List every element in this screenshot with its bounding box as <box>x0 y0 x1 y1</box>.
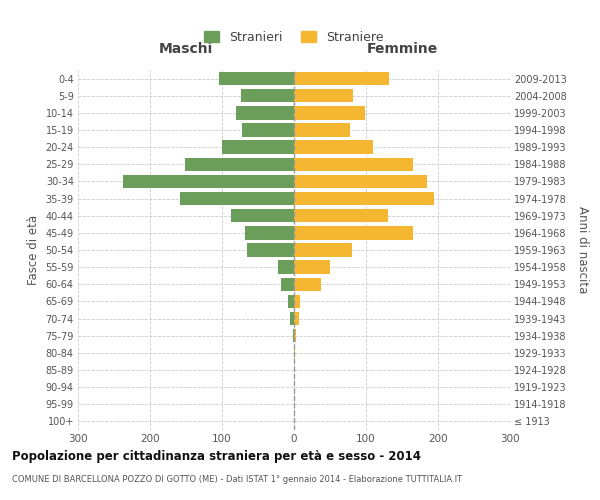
Bar <box>294 260 330 274</box>
Bar <box>294 158 413 171</box>
Y-axis label: Anni di nascita: Anni di nascita <box>576 206 589 294</box>
Bar <box>122 174 294 188</box>
Bar <box>294 124 350 136</box>
Bar <box>236 106 294 120</box>
Bar <box>294 244 352 256</box>
Bar <box>294 89 353 102</box>
Bar <box>288 294 294 308</box>
Text: Maschi: Maschi <box>159 42 213 56</box>
Bar <box>222 140 294 154</box>
Bar <box>293 329 294 342</box>
Text: Popolazione per cittadinanza straniera per età e sesso - 2014: Popolazione per cittadinanza straniera p… <box>12 450 421 463</box>
Bar <box>219 72 294 86</box>
Text: COMUNE DI BARCELLONA POZZO DI GOTTO (ME) - Dati ISTAT 1° gennaio 2014 - Elaboraz: COMUNE DI BARCELLONA POZZO DI GOTTO (ME)… <box>12 475 462 484</box>
Bar <box>294 140 373 154</box>
Bar <box>281 278 294 291</box>
Bar <box>294 209 388 222</box>
Bar <box>180 192 294 205</box>
Y-axis label: Fasce di età: Fasce di età <box>27 215 40 285</box>
Bar <box>241 89 294 102</box>
Bar <box>290 312 294 326</box>
Bar <box>247 244 294 256</box>
Bar <box>294 174 427 188</box>
Bar <box>294 192 434 205</box>
Bar <box>294 226 413 239</box>
Bar <box>185 158 294 171</box>
Bar <box>294 106 365 120</box>
Bar <box>294 329 296 342</box>
Bar <box>230 209 294 222</box>
Bar <box>242 124 294 136</box>
Bar <box>294 346 295 360</box>
Text: Femmine: Femmine <box>367 42 437 56</box>
Bar <box>278 260 294 274</box>
Bar <box>294 294 300 308</box>
Bar <box>294 278 322 291</box>
Legend: Stranieri, Straniere: Stranieri, Straniere <box>199 26 389 49</box>
Bar <box>294 312 299 326</box>
Bar <box>245 226 294 239</box>
Bar <box>294 72 389 86</box>
